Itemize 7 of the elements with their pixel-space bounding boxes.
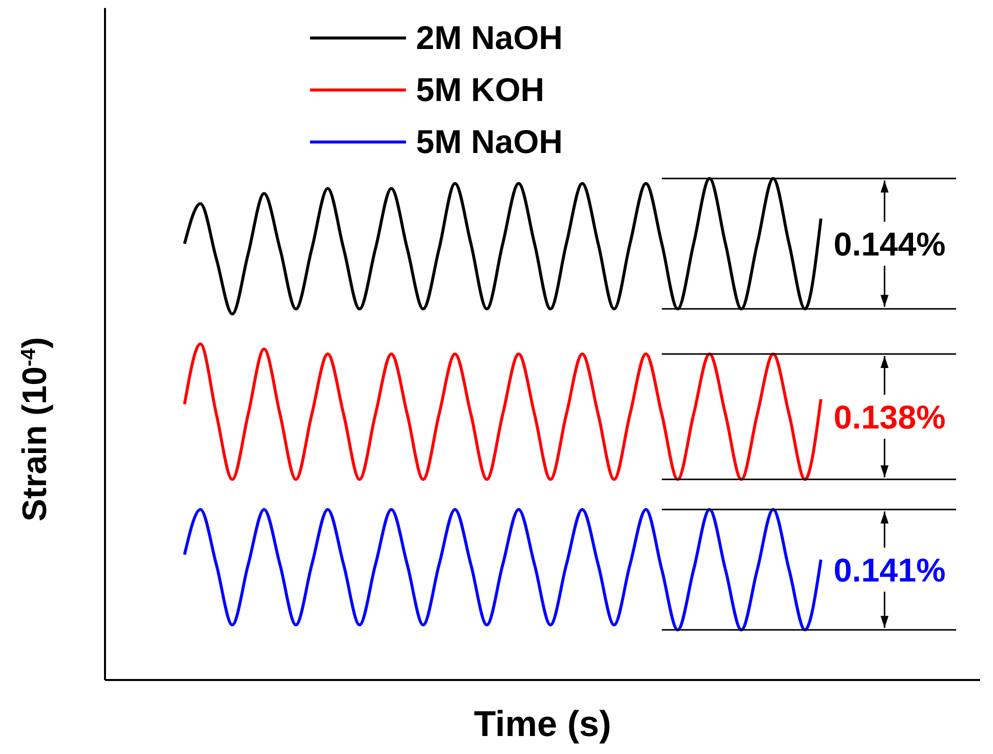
legend-label: 5M NaOH	[416, 123, 563, 161]
legend-label: 2M NaOH	[416, 19, 563, 57]
legend-label: 5M KOH	[416, 71, 544, 109]
text: 0.144%	[834, 225, 946, 262]
text: 0.141%	[834, 551, 946, 588]
text: 0.138%	[834, 398, 946, 436]
x-axis-title: Time (s)	[474, 703, 612, 744]
